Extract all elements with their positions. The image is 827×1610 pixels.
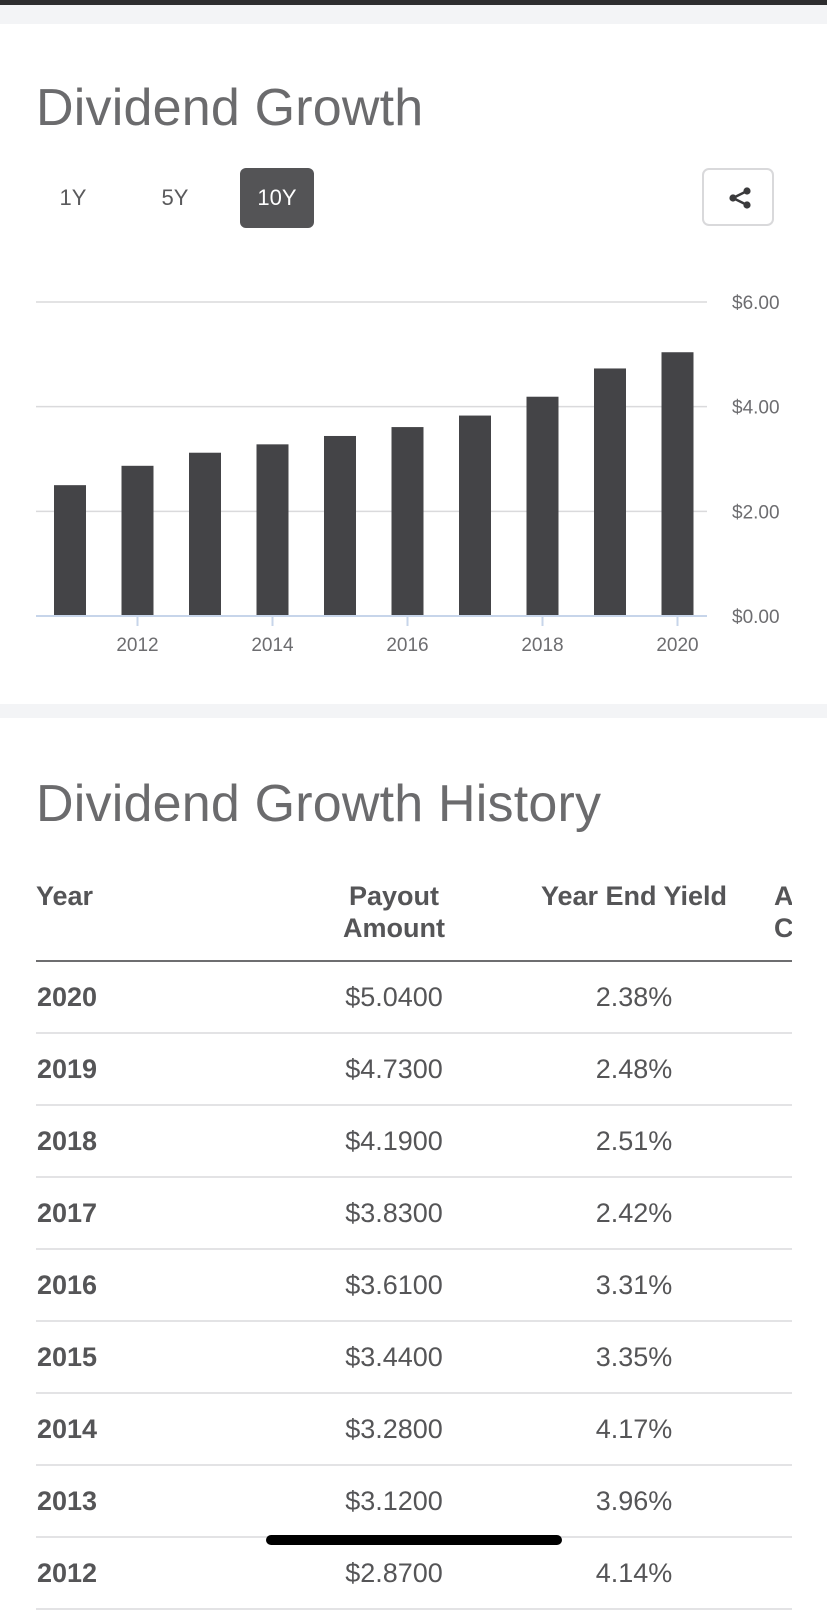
table-row: 2018 $4.1900 2.51% bbox=[36, 1105, 792, 1178]
range-tab-1y[interactable]: 1Y bbox=[59, 185, 87, 210]
y-tick-label: $6.00 bbox=[732, 293, 780, 314]
x-tick-label: 2020 bbox=[656, 635, 698, 656]
table-row: 2014 $3.2800 4.17% bbox=[36, 1393, 792, 1466]
col-header-payout-amount[interactable]: Payout Amount bbox=[274, 866, 514, 962]
cell-annual-growth bbox=[754, 1105, 792, 1178]
chart-x-ticks: 2012 2014 2016 2018 2020 bbox=[116, 616, 699, 656]
cell-year-end-yield: 3.31% bbox=[514, 1249, 754, 1322]
cell-year-end-yield: 3.96% bbox=[514, 1465, 754, 1538]
chart-bars bbox=[54, 352, 694, 616]
home-indicator bbox=[266, 1535, 562, 1545]
bar-2019[interactable] bbox=[594, 368, 626, 616]
bar-2013[interactable] bbox=[189, 452, 221, 616]
section-separator bbox=[0, 704, 827, 718]
col-header-year[interactable]: Year bbox=[36, 866, 274, 962]
bar-2020[interactable] bbox=[661, 352, 694, 616]
cell-year-end-yield: 2.42% bbox=[514, 1177, 754, 1250]
chart-y-axis: $6.00 $4.00 $2.00 $0.00 bbox=[732, 293, 780, 628]
cell-payout-amount: $4.1900 bbox=[274, 1105, 514, 1178]
x-tick-label: 2014 bbox=[251, 635, 294, 656]
table-row: 2012 $2.8700 4.14% bbox=[36, 1537, 792, 1610]
cell-annual-growth bbox=[754, 1249, 792, 1322]
table-row: 2020 $5.0400 2.38% bbox=[36, 961, 792, 1034]
bar-2012[interactable] bbox=[121, 465, 154, 616]
cell-year-end-yield: 2.48% bbox=[514, 1033, 754, 1106]
cell-year: 2013 bbox=[36, 1465, 274, 1538]
cell-year: 2017 bbox=[36, 1177, 274, 1250]
cell-year: 2014 bbox=[36, 1393, 274, 1466]
cell-payout-amount: $4.7300 bbox=[274, 1033, 514, 1106]
bar-2016[interactable] bbox=[391, 427, 424, 616]
cell-payout-amount: $3.1200 bbox=[274, 1465, 514, 1538]
cell-year-end-yield: 4.17% bbox=[514, 1393, 754, 1466]
bar-2015[interactable] bbox=[324, 435, 356, 616]
cell-annual-growth bbox=[754, 1321, 792, 1394]
col-header-year-end-yield[interactable]: Year End Yield bbox=[514, 866, 754, 962]
table-row: 2013 $3.1200 3.96% bbox=[36, 1465, 792, 1538]
y-tick-label: $4.00 bbox=[732, 398, 780, 419]
x-tick-label: 2018 bbox=[521, 635, 563, 656]
cell-year: 2019 bbox=[36, 1033, 274, 1106]
table-row: 2019 $4.7300 2.48% bbox=[36, 1033, 792, 1106]
y-tick-label: $2.00 bbox=[732, 502, 780, 523]
x-tick-label: 2016 bbox=[386, 635, 428, 656]
cell-year: 2020 bbox=[36, 961, 274, 1034]
x-tick-label: 2012 bbox=[116, 635, 158, 656]
top-status-edge bbox=[0, 0, 827, 5]
cell-payout-amount: $3.4400 bbox=[274, 1321, 514, 1394]
cell-payout-amount: $2.8700 bbox=[274, 1537, 514, 1610]
cell-annual-growth bbox=[754, 961, 792, 1034]
section-separator bbox=[0, 5, 827, 24]
cell-payout-amount: $3.6100 bbox=[274, 1249, 514, 1322]
cell-year-end-yield: 4.14% bbox=[514, 1537, 754, 1610]
cell-payout-amount: $5.0400 bbox=[274, 961, 514, 1034]
table-row: 2016 $3.6100 3.31% bbox=[36, 1249, 792, 1322]
range-tab-10y[interactable]: 10Y bbox=[240, 168, 314, 228]
dividend-growth-title: Dividend Growth bbox=[36, 79, 424, 137]
cell-annual-growth bbox=[754, 1537, 792, 1610]
dividend-history-title: Dividend Growth History bbox=[36, 775, 602, 833]
share-button[interactable] bbox=[702, 168, 774, 226]
bar-2014[interactable] bbox=[256, 444, 289, 616]
bar-2018[interactable] bbox=[526, 396, 559, 616]
range-tab-5y[interactable]: 5Y bbox=[161, 185, 189, 210]
cell-year: 2015 bbox=[36, 1321, 274, 1394]
cell-year: 2018 bbox=[36, 1105, 274, 1178]
cell-annual-growth bbox=[754, 1465, 792, 1538]
bar-2011[interactable] bbox=[54, 485, 86, 616]
cell-payout-amount: $3.2800 bbox=[274, 1393, 514, 1466]
cell-year-end-yield: 2.51% bbox=[514, 1105, 754, 1178]
cell-year-end-yield: 2.38% bbox=[514, 961, 754, 1034]
share-icon bbox=[729, 187, 751, 209]
cell-annual-growth bbox=[754, 1393, 792, 1466]
cell-year: 2016 bbox=[36, 1249, 274, 1322]
bar-2017[interactable] bbox=[459, 415, 491, 616]
table-row: 2015 $3.4400 3.35% bbox=[36, 1321, 792, 1394]
table-row: 2017 $3.8300 2.42% bbox=[36, 1177, 792, 1250]
cell-annual-growth bbox=[754, 1177, 792, 1250]
cell-year-end-yield: 3.35% bbox=[514, 1321, 754, 1394]
cell-payout-amount: $3.8300 bbox=[274, 1177, 514, 1250]
cell-annual-growth bbox=[754, 1033, 792, 1106]
y-tick-label: $0.00 bbox=[732, 607, 780, 628]
cell-year: 2012 bbox=[36, 1537, 274, 1610]
dividend-growth-chart: $6.00 $4.00 $2.00 $0.00 2012 2014 2016 2018 202… bbox=[36, 293, 780, 656]
